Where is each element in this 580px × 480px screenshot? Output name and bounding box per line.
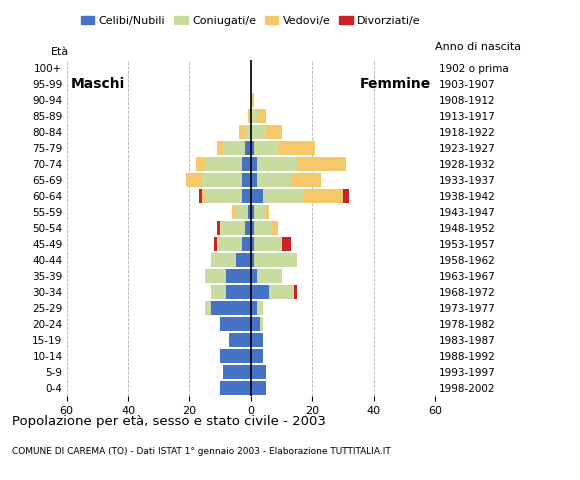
Bar [251, 269, 257, 283]
Bar [205, 269, 226, 283]
Bar [251, 125, 266, 139]
Bar [251, 109, 257, 122]
Bar [211, 253, 235, 266]
Bar [217, 221, 220, 235]
Bar [205, 190, 242, 203]
Bar [251, 221, 254, 235]
Bar [269, 286, 294, 299]
Bar [248, 109, 251, 122]
Bar [229, 334, 251, 347]
Bar [251, 157, 257, 170]
Bar [211, 301, 251, 314]
Bar [248, 205, 251, 218]
Bar [238, 125, 245, 139]
Bar [251, 286, 269, 299]
Bar [254, 253, 297, 266]
Bar [245, 125, 251, 139]
Bar [202, 173, 242, 187]
Bar [251, 334, 263, 347]
Bar [251, 205, 254, 218]
Bar [291, 173, 321, 187]
Bar [205, 157, 242, 170]
Bar [257, 109, 266, 122]
Bar [220, 349, 251, 362]
Bar [220, 382, 251, 395]
Bar [211, 286, 226, 299]
Text: Popolazione per età, sesso e stato civile - 2003: Popolazione per età, sesso e stato civil… [12, 415, 325, 428]
Text: COMUNE DI CAREMA (TO) - Dati ISTAT 1° gennaio 2003 - Elaborazione TUTTITALIA.IT: COMUNE DI CAREMA (TO) - Dati ISTAT 1° ge… [12, 446, 390, 456]
Bar [343, 190, 349, 203]
Bar [251, 190, 263, 203]
Bar [251, 382, 266, 395]
Bar [245, 221, 251, 235]
Bar [254, 221, 273, 235]
Bar [294, 286, 297, 299]
Bar [251, 253, 254, 266]
Text: Età: Età [52, 47, 70, 57]
Bar [266, 125, 281, 139]
Bar [202, 190, 205, 203]
Bar [235, 253, 251, 266]
Bar [297, 157, 346, 170]
Bar [273, 221, 278, 235]
Bar [214, 238, 217, 251]
Bar [242, 190, 251, 203]
Bar [223, 365, 251, 379]
Bar [186, 173, 202, 187]
Bar [251, 349, 263, 362]
Bar [251, 173, 257, 187]
Bar [263, 190, 303, 203]
Bar [217, 142, 223, 155]
Text: Femmine: Femmine [360, 77, 431, 91]
Bar [226, 286, 251, 299]
Bar [260, 317, 263, 331]
Bar [251, 94, 254, 107]
Legend: Celibi/Nubili, Coniugati/e, Vedovi/e, Divorziati/e: Celibi/Nubili, Coniugati/e, Vedovi/e, Di… [77, 12, 425, 31]
Bar [251, 238, 254, 251]
Bar [266, 205, 269, 218]
Text: Maschi: Maschi [70, 77, 125, 91]
Bar [251, 365, 266, 379]
Bar [242, 238, 251, 251]
Bar [226, 269, 251, 283]
Bar [205, 301, 211, 314]
Bar [254, 205, 266, 218]
Bar [251, 301, 257, 314]
Bar [235, 205, 248, 218]
Bar [257, 301, 263, 314]
Bar [223, 142, 245, 155]
Bar [217, 238, 242, 251]
Bar [254, 238, 281, 251]
Bar [242, 157, 251, 170]
Bar [303, 190, 343, 203]
Bar [245, 142, 251, 155]
Bar [257, 173, 291, 187]
Bar [278, 142, 316, 155]
Bar [233, 205, 235, 218]
Bar [195, 157, 205, 170]
Text: Anno di nascita: Anno di nascita [435, 42, 521, 52]
Bar [257, 157, 297, 170]
Bar [254, 142, 278, 155]
Bar [251, 317, 260, 331]
Bar [281, 238, 291, 251]
Bar [220, 221, 245, 235]
Bar [220, 317, 251, 331]
Bar [199, 190, 202, 203]
Bar [257, 269, 281, 283]
Bar [242, 173, 251, 187]
Bar [251, 142, 254, 155]
